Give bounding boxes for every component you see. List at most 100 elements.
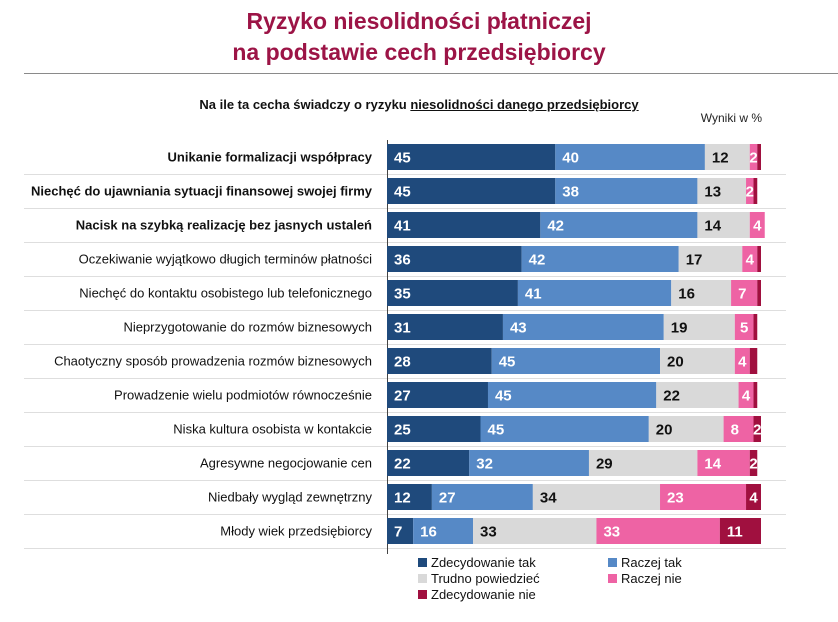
data-label: 7	[394, 524, 402, 541]
bar-segment	[697, 212, 750, 238]
chart-title-line-2: na podstawie cech przedsiębiorcy	[232, 39, 606, 65]
question-underlined: niesolidności danego przedsiębiorcy	[410, 97, 639, 112]
bar-segment	[387, 450, 470, 476]
category-label: Niedbały wygląd zewnętrzny	[208, 490, 373, 505]
bar-segment	[532, 484, 661, 510]
bar-segment	[719, 518, 761, 544]
data-label: 12	[712, 150, 729, 167]
title-divider	[24, 73, 838, 74]
legend-swatch	[418, 574, 427, 583]
data-label: 27	[394, 388, 411, 405]
data-label: 25	[394, 422, 411, 439]
data-label: 34	[540, 490, 557, 507]
bar-segment	[487, 382, 657, 408]
legend-label: Zdecydowanie tak	[431, 555, 536, 570]
bar-segment	[757, 280, 761, 306]
bar-segment	[480, 416, 649, 442]
data-label: 23	[667, 490, 684, 507]
data-label: 45	[394, 184, 411, 201]
data-label: 20	[656, 422, 673, 439]
category-label: Niechęć do ujawniania sytuacji finansowe…	[31, 184, 373, 199]
data-label: 33	[603, 524, 620, 541]
data-label: 8	[731, 422, 739, 439]
bar-segment	[742, 246, 758, 272]
bar-segment	[387, 518, 414, 544]
bar-segment	[387, 314, 503, 340]
bar-segment	[660, 484, 747, 510]
bar-segment	[517, 280, 672, 306]
bar-segment	[387, 144, 556, 170]
legend-item: Trudno powiedzieć	[418, 571, 540, 587]
data-label: 40	[562, 150, 579, 167]
category-label: Niska kultura osobista w kontakcie	[173, 422, 372, 437]
data-label: 20	[667, 354, 684, 371]
chart-title-line-1: Ryzyko niesolidności płatniczej	[246, 8, 592, 34]
data-label: 33	[480, 524, 497, 541]
data-label: 28	[394, 354, 411, 371]
bar-segment	[387, 416, 481, 442]
unit-note: Wyniki w %	[700, 111, 762, 125]
data-label: 2	[746, 184, 754, 201]
data-label: 45	[488, 422, 505, 439]
data-label: 14	[704, 456, 721, 473]
data-label: 4	[746, 252, 755, 269]
bar-segment	[753, 416, 761, 442]
bar-segment	[738, 382, 754, 408]
bar-segment	[749, 212, 765, 238]
bar-segment	[697, 450, 750, 476]
bar-segment	[753, 382, 758, 408]
category-label: Unikanie formalizacji współpracy	[168, 150, 373, 165]
data-label: 35	[394, 286, 411, 303]
bar-segment	[431, 484, 533, 510]
category-label: Niechęć do kontaktu osobistego lub telef…	[79, 286, 372, 301]
bar-segment	[413, 518, 474, 544]
bar-segment	[660, 348, 735, 374]
legend-swatch	[418, 558, 427, 567]
data-label: 16	[678, 286, 695, 303]
bar-segment	[746, 484, 761, 510]
bar-segment	[656, 382, 739, 408]
data-label: 2	[749, 150, 757, 167]
bar-segment	[387, 382, 488, 408]
bar-segment	[555, 178, 698, 204]
data-label: 4	[753, 218, 762, 235]
legend-label: Zdecydowanie nie	[431, 587, 536, 602]
legend-swatch	[418, 590, 427, 599]
bar-segment	[749, 450, 758, 476]
data-label: 11	[727, 524, 743, 541]
bar-segment	[746, 178, 754, 204]
bar-segment	[387, 484, 432, 510]
data-label: 45	[499, 354, 516, 371]
data-label: 2	[749, 456, 757, 473]
category-label: Nieprzygotowanie do rozmów biznesowych	[123, 320, 372, 335]
data-label: 36	[394, 252, 411, 269]
data-label: 12	[394, 490, 411, 507]
bar-segment	[596, 518, 720, 544]
bar-segment	[473, 518, 597, 544]
bar-segment	[469, 450, 589, 476]
data-label: 5	[740, 320, 748, 337]
data-label: 4	[742, 388, 751, 405]
question-prefix: Na ile ta cecha świadczy o ryzyku	[199, 97, 411, 112]
data-label: 22	[663, 388, 680, 405]
bar-segment	[731, 280, 758, 306]
legend-label: Raczej tak	[621, 555, 682, 570]
bar-segment	[387, 280, 518, 306]
bar-segment	[588, 450, 698, 476]
category-label: Młody wiek przedsiębiorcy	[220, 524, 372, 539]
data-label: 31	[394, 320, 411, 337]
bar-segment	[723, 416, 754, 442]
bar-segment	[491, 348, 661, 374]
data-label: 19	[671, 320, 688, 337]
data-label: 2	[753, 422, 761, 439]
data-label: 41	[525, 286, 542, 303]
legend-label: Raczej nie	[621, 571, 682, 586]
legend-item: Zdecydowanie tak	[418, 555, 536, 571]
legend-swatch	[608, 574, 617, 583]
data-label: 29	[596, 456, 613, 473]
bar-segment	[749, 144, 758, 170]
data-label: 42	[547, 218, 564, 235]
data-label: 16	[420, 524, 437, 541]
legend-swatch	[608, 558, 617, 567]
